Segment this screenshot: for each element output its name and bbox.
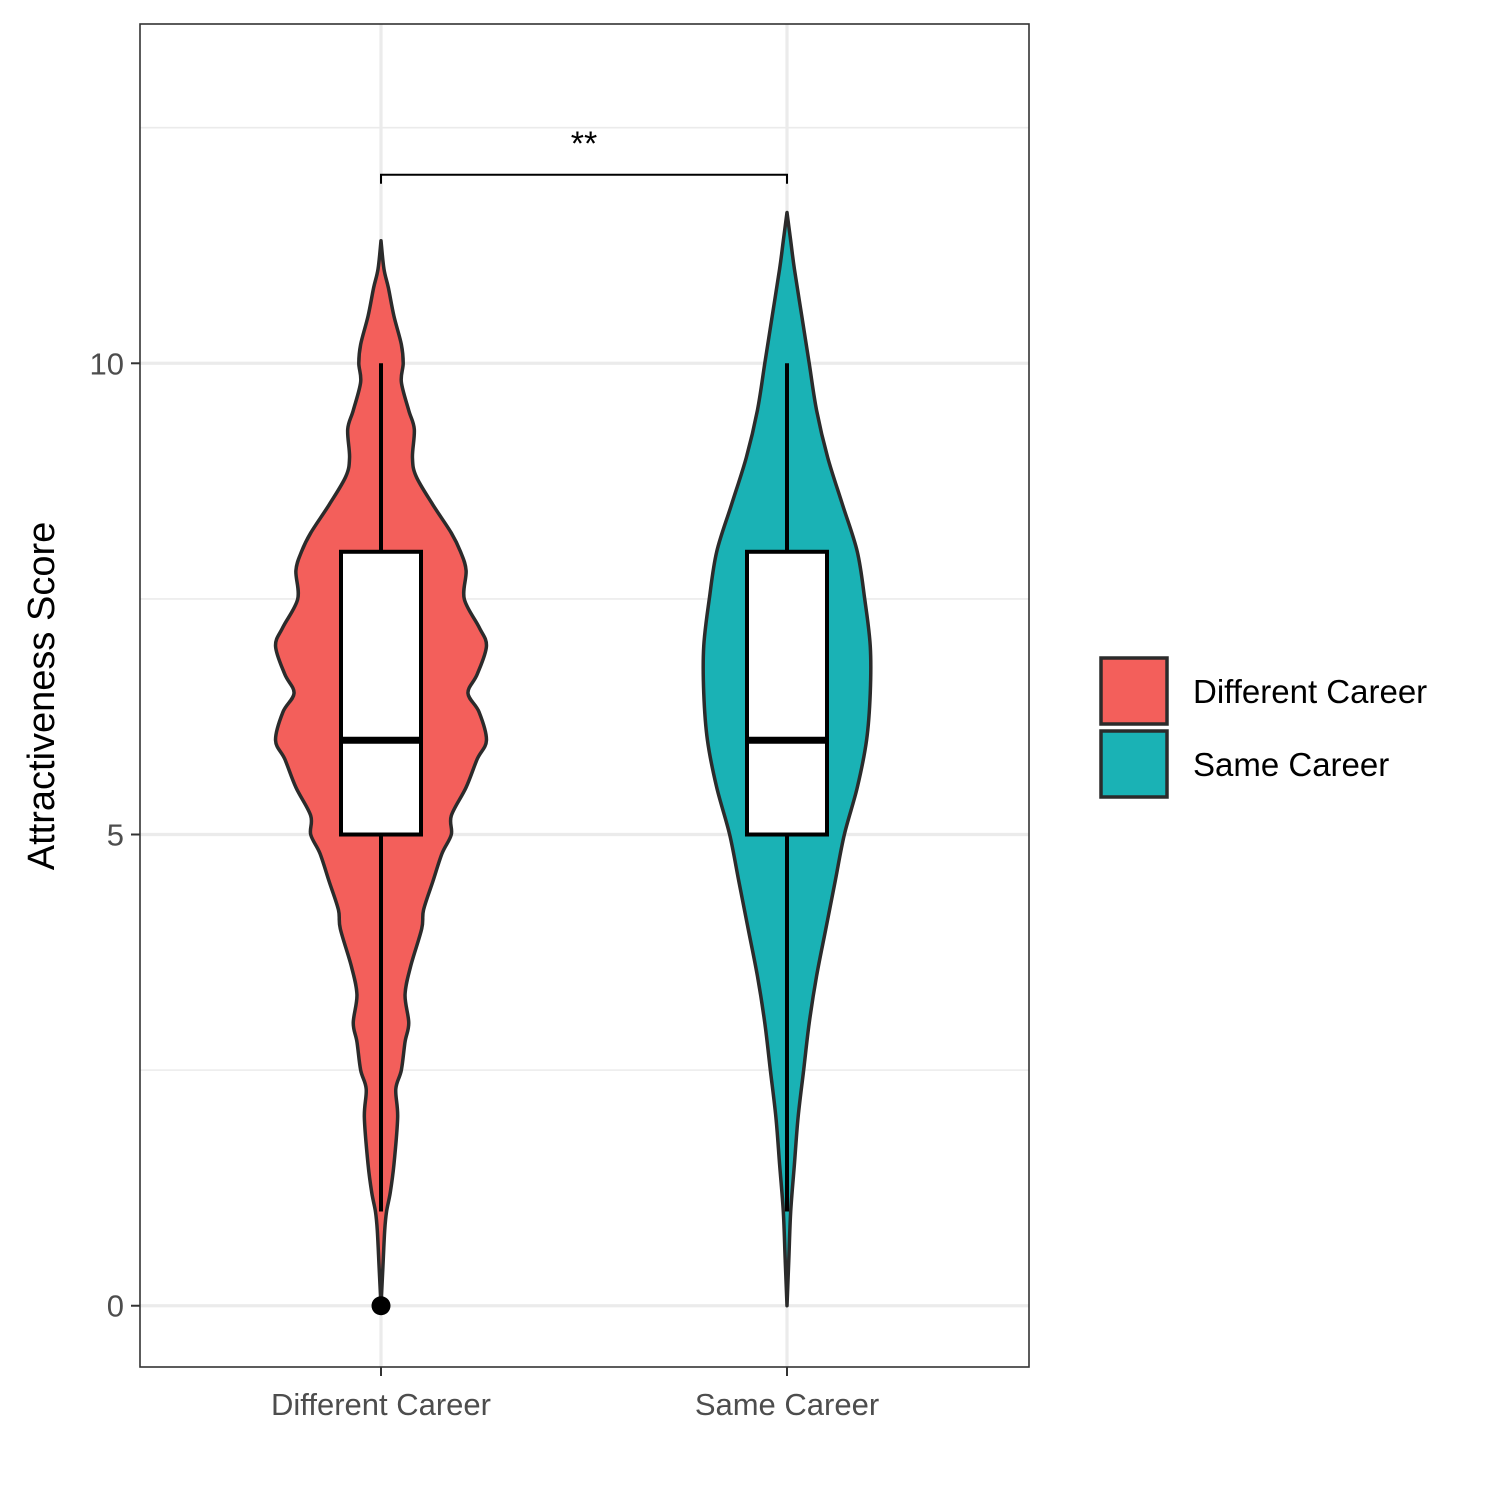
panel-border [139, 23, 1030, 1368]
legend: Different Career Same Career [1099, 656, 1427, 799]
legend-swatch [1099, 729, 1169, 799]
y-tick-label: 10 [90, 346, 124, 381]
significance-label: ** [571, 125, 597, 163]
box-same-career [745, 549, 829, 837]
outlier-point-different-career [371, 1296, 391, 1316]
legend-label: Different Career [1193, 673, 1427, 710]
x-tick-label: Different Career [271, 1387, 491, 1422]
legend-label: Same Career [1193, 746, 1389, 783]
x-tick-label: Same Career [695, 1387, 879, 1422]
panel-background [140, 24, 1029, 1367]
significance-annotation: ** [380, 125, 788, 184]
y-tick-label: 0 [107, 1289, 124, 1324]
significance-bracket [380, 173, 788, 184]
box-different-career [339, 549, 423, 837]
axes: 0 5 10 Different Career Same Career [90, 346, 880, 1422]
legend-swatch [1099, 656, 1169, 726]
boxplots [339, 363, 829, 1316]
y-axis-title: Attractiveness Score [21, 522, 63, 870]
y-tick-label: 5 [107, 818, 124, 853]
